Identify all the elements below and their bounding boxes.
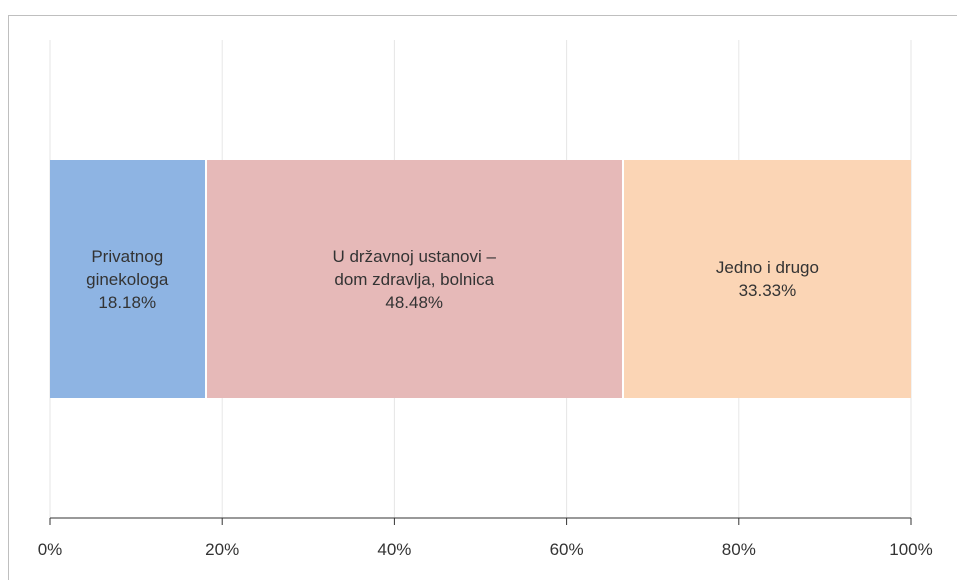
x-tick-label: 40% bbox=[377, 540, 412, 559]
chart-frame bbox=[8, 15, 957, 580]
bar-label: U državnoj ustanovi – dom zdravlja, boln… bbox=[329, 245, 499, 314]
value-label: 18.18% bbox=[98, 292, 157, 312]
value-label: 48.48% bbox=[385, 292, 444, 312]
series-name: U državnoj ustanovi – dom zdravlja, boln… bbox=[332, 246, 496, 289]
x-tick-label: 80% bbox=[721, 540, 756, 559]
series-name: Jedno i drugo bbox=[715, 258, 819, 277]
bar-segment: Jedno i drugo 33.33% bbox=[623, 160, 911, 398]
bar-segment: Privatnog ginekologa 18.18% bbox=[50, 160, 205, 398]
x-tick-label: 60% bbox=[549, 540, 584, 559]
x-tick-label: 100% bbox=[889, 540, 933, 559]
bar-label: Jedno i drugo 33.33% bbox=[716, 256, 819, 302]
bar-segment: U državnoj ustanovi – dom zdravlja, boln… bbox=[206, 160, 622, 398]
bar-label: Privatnog ginekologa 18.18% bbox=[50, 245, 205, 314]
x-tick-label: 0% bbox=[37, 540, 63, 559]
value-label: 33.33% bbox=[738, 281, 797, 300]
series-name: Privatnog ginekologa bbox=[86, 246, 169, 289]
x-tick-label: 20% bbox=[205, 540, 240, 559]
